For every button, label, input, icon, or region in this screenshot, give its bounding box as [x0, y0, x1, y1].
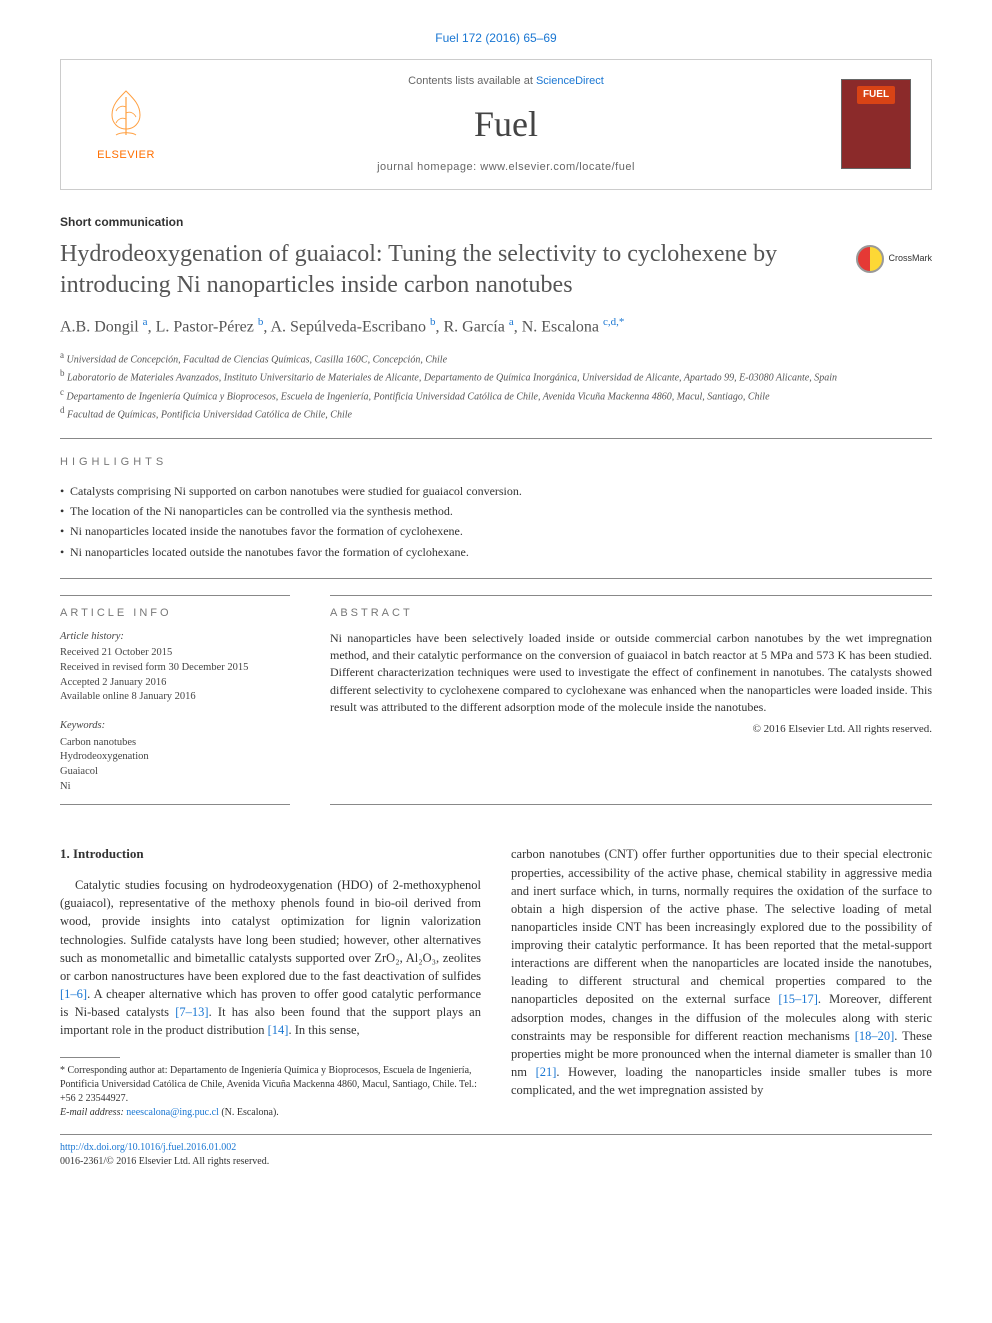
divider — [60, 438, 932, 439]
article-info-column: ARTICLE INFO Article history: Received 2… — [60, 595, 290, 805]
doi-link[interactable]: http://dx.doi.org/10.1016/j.fuel.2016.01… — [60, 1142, 236, 1153]
keywords-label: Keywords: — [60, 719, 290, 734]
keywords-list: Carbon nanotubesHydrodeoxygenationGuaiac… — [60, 736, 290, 795]
crossmark-badge[interactable]: CrossMark — [856, 245, 932, 273]
page-footer: http://dx.doi.org/10.1016/j.fuel.2016.01… — [60, 1134, 932, 1169]
abstract-label: ABSTRACT — [330, 606, 932, 621]
homepage-prefix: journal homepage: — [377, 161, 480, 173]
journal-cover-thumb: FUEL — [841, 79, 911, 169]
intro-heading: 1. Introduction — [60, 845, 481, 864]
cover-badge: FUEL — [857, 86, 895, 104]
publisher-logo-block: ELSEVIER — [81, 85, 171, 164]
highlights-label: HIGHLIGHTS — [60, 455, 932, 470]
corresponding-author-footnote: * Corresponding author at: Departamento … — [60, 1064, 481, 1106]
history-item: Received in revised form 30 December 201… — [60, 661, 290, 676]
history-item: Accepted 2 January 2016 — [60, 676, 290, 691]
highlight-item: Ni nanoparticles located outside the nan… — [60, 542, 932, 562]
citation-header: Fuel 172 (2016) 65–69 — [60, 30, 932, 47]
abstract-column: ABSTRACT Ni nanoparticles have been sele… — [330, 595, 932, 805]
crossmark-icon — [856, 245, 884, 273]
journal-homepage-line: journal homepage: www.elsevier.com/locat… — [171, 160, 841, 175]
article-title: Hydrodeoxygenation of guaiacol: Tuning t… — [60, 239, 840, 301]
crossmark-label: CrossMark — [888, 252, 932, 265]
keyword-item: Carbon nanotubes — [60, 736, 290, 751]
keyword-item: Ni — [60, 780, 290, 795]
highlight-item: Ni nanoparticles located inside the nano… — [60, 521, 932, 541]
keyword-item: Guaiacol — [60, 765, 290, 780]
body-column-left: 1. Introduction Catalytic studies focusi… — [60, 845, 481, 1120]
history-item: Received 21 October 2015 — [60, 646, 290, 661]
highlights-list: Catalysts comprising Ni supported on car… — [60, 481, 932, 563]
history-item: Available online 8 January 2016 — [60, 690, 290, 705]
affiliation-list: a Universidad de Concepción, Facultad de… — [60, 349, 932, 422]
footnote-separator — [60, 1057, 120, 1058]
keyword-item: Hydrodeoxygenation — [60, 750, 290, 765]
intro-paragraph-1: Catalytic studies focusing on hydrodeoxy… — [60, 876, 481, 1039]
homepage-url[interactable]: www.elsevier.com/locate/fuel — [480, 161, 635, 173]
author-list: A.B. Dongil a, L. Pastor-Pérez b, A. Sep… — [60, 315, 932, 339]
email-label: E-mail address: — [60, 1107, 126, 1118]
sciencedirect-link[interactable]: ScienceDirect — [536, 75, 604, 87]
history-label: Article history: — [60, 630, 290, 645]
abstract-copyright: © 2016 Elsevier Ltd. All rights reserved… — [330, 722, 932, 737]
article-type: Short communication — [60, 214, 932, 231]
journal-name: Fuel — [171, 99, 841, 149]
email-footnote: E-mail address: neescalona@ing.puc.cl (N… — [60, 1106, 481, 1120]
article-info-label: ARTICLE INFO — [60, 606, 290, 621]
body-column-right: carbon nanotubes (CNT) offer further opp… — [511, 845, 932, 1120]
email-suffix: (N. Escalona). — [219, 1107, 279, 1118]
issn-copyright: 0016-2361/© 2016 Elsevier Ltd. All right… — [60, 1156, 269, 1167]
contents-available-line: Contents lists available at ScienceDirec… — [171, 74, 841, 89]
intro-paragraph-2: carbon nanotubes (CNT) offer further opp… — [511, 845, 932, 1099]
divider — [60, 578, 932, 579]
elsevier-tree-icon — [98, 85, 154, 146]
journal-masthead: ELSEVIER Contents lists available at Sci… — [60, 59, 932, 190]
highlight-item: The location of the Ni nanoparticles can… — [60, 501, 932, 521]
abstract-text: Ni nanoparticles have been selectively l… — [330, 630, 932, 717]
publisher-name: ELSEVIER — [81, 148, 171, 163]
author-email-link[interactable]: neescalona@ing.puc.cl — [126, 1107, 219, 1118]
contents-prefix: Contents lists available at — [408, 75, 536, 87]
highlight-item: Catalysts comprising Ni supported on car… — [60, 481, 932, 501]
history-list: Received 21 October 2015Received in revi… — [60, 646, 290, 705]
